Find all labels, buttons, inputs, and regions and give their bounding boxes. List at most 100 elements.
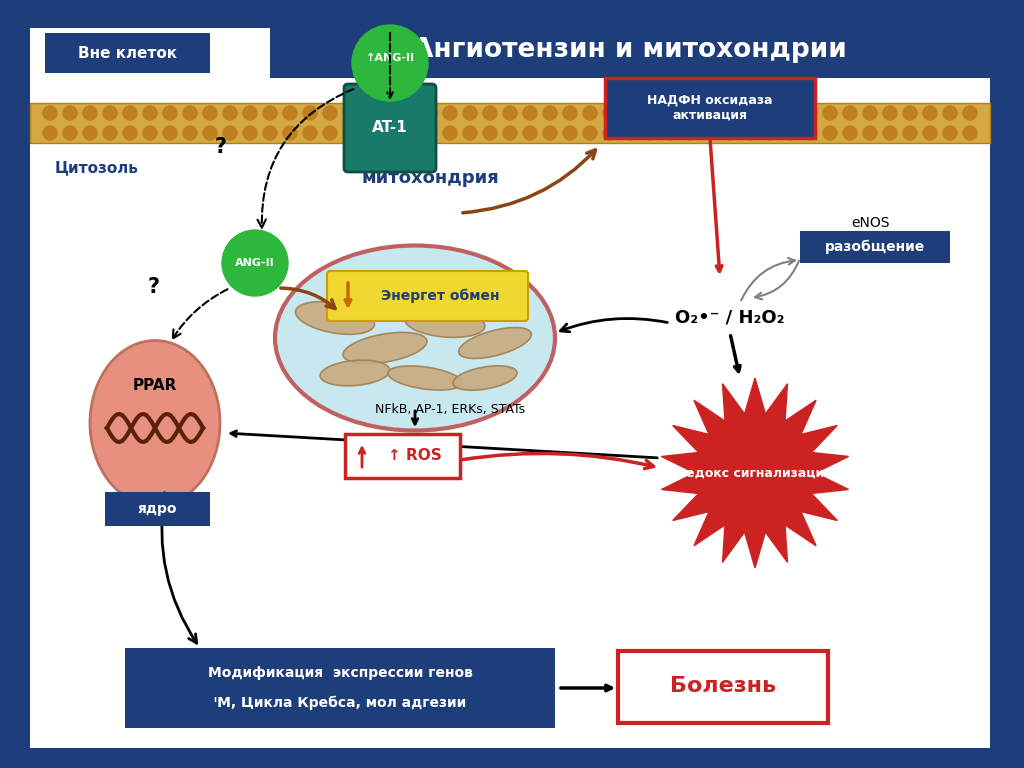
Circle shape: [403, 126, 417, 140]
Ellipse shape: [343, 333, 427, 363]
Circle shape: [783, 126, 797, 140]
Text: Ангиотензин и митохондрии: Ангиотензин и митохондрии: [413, 37, 847, 63]
Circle shape: [723, 126, 737, 140]
Circle shape: [463, 126, 477, 140]
Text: Болезнь: Болезнь: [670, 676, 776, 696]
Circle shape: [323, 106, 337, 120]
Circle shape: [903, 126, 918, 140]
Circle shape: [563, 126, 577, 140]
Circle shape: [362, 126, 377, 140]
Circle shape: [123, 106, 137, 120]
Circle shape: [63, 126, 77, 140]
Circle shape: [343, 106, 357, 120]
Circle shape: [503, 106, 517, 120]
FancyArrowPatch shape: [257, 89, 353, 228]
Circle shape: [683, 126, 697, 140]
Ellipse shape: [275, 246, 555, 431]
Circle shape: [443, 106, 457, 120]
Circle shape: [803, 106, 817, 120]
Text: ?: ?: [215, 137, 227, 157]
Circle shape: [823, 126, 837, 140]
Circle shape: [823, 106, 837, 120]
Text: митохондрия: митохондрия: [361, 169, 499, 187]
Circle shape: [223, 106, 237, 120]
Circle shape: [923, 106, 937, 120]
Circle shape: [863, 106, 877, 120]
Circle shape: [383, 126, 397, 140]
Text: NFkB, AP-1, ERKs, STATs: NFkB, AP-1, ERKs, STATs: [375, 403, 525, 416]
Circle shape: [163, 126, 177, 140]
FancyArrowPatch shape: [560, 319, 668, 332]
Circle shape: [943, 106, 957, 120]
Text: ↑ ROS: ↑ ROS: [388, 449, 442, 464]
Text: Энергет обмен: Энергет обмен: [381, 289, 500, 303]
Circle shape: [343, 126, 357, 140]
Ellipse shape: [296, 302, 375, 334]
Circle shape: [63, 106, 77, 120]
Circle shape: [663, 106, 677, 120]
Circle shape: [903, 106, 918, 120]
Circle shape: [183, 106, 197, 120]
Text: Цитозоль: Цитозоль: [55, 161, 139, 176]
Circle shape: [83, 126, 97, 140]
Circle shape: [143, 126, 157, 140]
FancyArrowPatch shape: [755, 260, 799, 300]
Circle shape: [543, 106, 557, 120]
FancyBboxPatch shape: [270, 23, 990, 78]
FancyArrowPatch shape: [173, 290, 227, 339]
Circle shape: [923, 126, 937, 140]
Circle shape: [643, 106, 657, 120]
Circle shape: [203, 106, 217, 120]
Circle shape: [883, 126, 897, 140]
Circle shape: [603, 106, 617, 120]
FancyArrowPatch shape: [463, 150, 596, 213]
Circle shape: [303, 126, 317, 140]
FancyBboxPatch shape: [30, 103, 990, 143]
Circle shape: [763, 106, 777, 120]
Circle shape: [443, 126, 457, 140]
Circle shape: [503, 126, 517, 140]
Text: Редокс сигнализация: Редокс сигнализация: [678, 466, 833, 479]
Circle shape: [563, 106, 577, 120]
Circle shape: [743, 126, 757, 140]
Circle shape: [703, 126, 717, 140]
Circle shape: [203, 126, 217, 140]
Circle shape: [83, 106, 97, 120]
Circle shape: [623, 106, 637, 120]
Circle shape: [223, 126, 237, 140]
FancyArrowPatch shape: [281, 288, 335, 309]
Circle shape: [423, 106, 437, 120]
Ellipse shape: [459, 327, 531, 359]
FancyBboxPatch shape: [618, 651, 828, 723]
Text: Вне клеток: Вне клеток: [79, 45, 177, 61]
Circle shape: [663, 126, 677, 140]
Circle shape: [183, 126, 197, 140]
Circle shape: [103, 126, 117, 140]
Circle shape: [603, 126, 617, 140]
Circle shape: [743, 106, 757, 120]
Circle shape: [143, 106, 157, 120]
Circle shape: [643, 126, 657, 140]
Circle shape: [943, 126, 957, 140]
Circle shape: [243, 126, 257, 140]
Circle shape: [523, 106, 537, 120]
Circle shape: [243, 106, 257, 120]
Circle shape: [543, 126, 557, 140]
FancyBboxPatch shape: [345, 434, 460, 478]
FancyBboxPatch shape: [45, 33, 210, 73]
Circle shape: [103, 106, 117, 120]
Circle shape: [263, 106, 278, 120]
Text: AT-1: AT-1: [372, 121, 408, 135]
Circle shape: [583, 126, 597, 140]
Circle shape: [843, 126, 857, 140]
Circle shape: [463, 106, 477, 120]
FancyArrowPatch shape: [463, 453, 653, 468]
Text: PPAR: PPAR: [133, 378, 177, 392]
Ellipse shape: [388, 366, 462, 390]
FancyArrowPatch shape: [741, 258, 795, 300]
Circle shape: [303, 106, 317, 120]
Circle shape: [523, 126, 537, 140]
FancyBboxPatch shape: [125, 648, 555, 728]
Circle shape: [683, 106, 697, 120]
Circle shape: [263, 126, 278, 140]
